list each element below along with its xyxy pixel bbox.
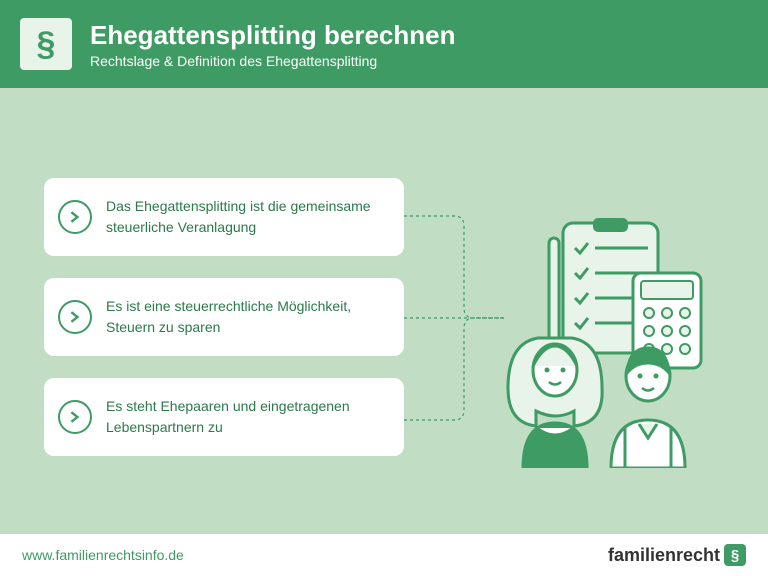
paragraph-icon: § — [724, 544, 746, 566]
page-subtitle: Rechtslage & Definition des Ehegattenspl… — [90, 53, 456, 69]
bullet-item: Es steht Ehepaaren und eingetragenen Leb… — [44, 378, 404, 456]
bullet-item: Es ist eine steuerrechtliche Möglichkeit… — [44, 278, 404, 356]
connector-lines — [404, 178, 504, 458]
main-content: Das Ehegattensplitting ist die gemeinsam… — [0, 88, 768, 534]
chevron-right-icon — [58, 400, 92, 434]
chevron-right-icon — [58, 200, 92, 234]
chevron-right-icon — [58, 300, 92, 334]
couple-documents-illustration — [493, 218, 713, 468]
paragraph-icon: § — [20, 18, 72, 70]
header: § Ehegattensplitting berechnen Rechtslag… — [0, 0, 768, 88]
bullet-item: Das Ehegattensplitting ist die gemeinsam… — [44, 178, 404, 256]
footer-brand: familienrecht § — [608, 544, 746, 566]
footer: www.familienrechtsinfo.de familienrecht … — [0, 534, 768, 576]
header-text: Ehegattensplitting berechnen Rechtslage … — [90, 20, 456, 69]
bullet-list: Das Ehegattensplitting ist die gemeinsam… — [44, 178, 404, 456]
page-title: Ehegattensplitting berechnen — [90, 20, 456, 51]
bullet-text: Es steht Ehepaaren und eingetragenen Leb… — [106, 398, 350, 435]
bullet-text: Das Ehegattensplitting ist die gemeinsam… — [106, 198, 371, 235]
bullet-text: Es ist eine steuerrechtliche Möglichkeit… — [106, 298, 351, 335]
footer-url: www.familienrechtsinfo.de — [22, 547, 184, 563]
footer-brand-text: familienrecht — [608, 545, 720, 566]
